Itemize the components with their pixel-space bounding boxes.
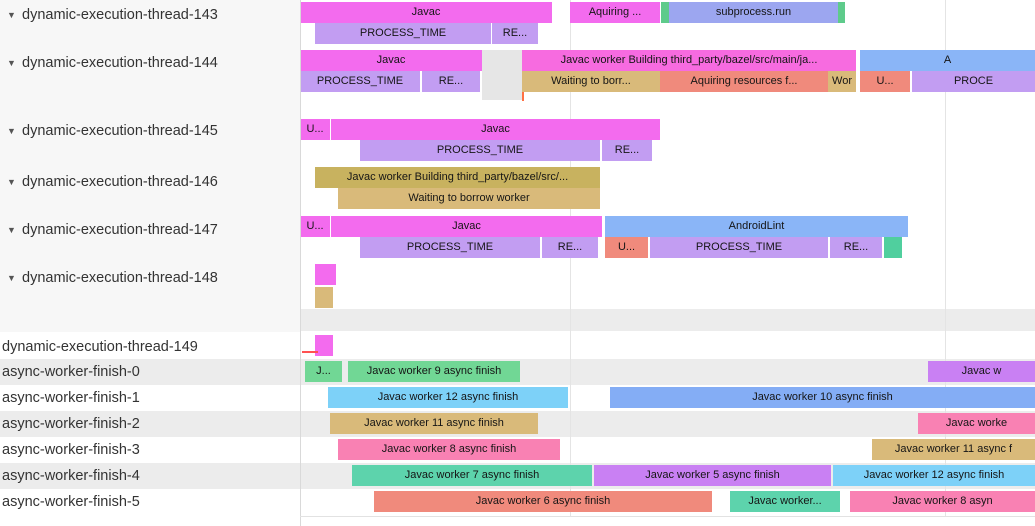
timeline-slice[interactable]: Javac worker 11 async finish: [330, 413, 538, 434]
track-label-async-worker-finish-3[interactable]: async-worker-finish-3: [0, 440, 300, 460]
track-name: dynamic-execution-thread-145: [22, 123, 218, 139]
expand-arrow-icon[interactable]: ▼: [7, 126, 16, 136]
timeline-slice[interactable]: J...: [305, 361, 342, 382]
timeline-slice[interactable]: subprocess.run: [669, 2, 838, 23]
timeline-slice[interactable]: [884, 237, 902, 258]
timeline-slice[interactable]: Wor: [828, 71, 856, 92]
track-label-dynamic-execution-thread-143[interactable]: ▼ dynamic-execution-thread-143: [0, 5, 298, 25]
expand-arrow-icon[interactable]: ▼: [7, 10, 16, 20]
timeline-slice[interactable]: U...: [605, 237, 648, 258]
track-name: dynamic-execution-thread-143: [22, 7, 218, 23]
timeline-slice[interactable]: Javac worke: [918, 413, 1035, 434]
track-label-async-worker-finish-4[interactable]: async-worker-finish-4: [0, 466, 300, 486]
timeline-slice[interactable]: AndroidLint: [605, 216, 908, 237]
track-label-async-worker-finish-0[interactable]: async-worker-finish-0: [0, 362, 300, 382]
idle-region: [482, 50, 522, 100]
timeline-slice[interactable]: Waiting to borr...: [522, 71, 660, 92]
timeline-slice[interactable]: PROCESS_TIME: [300, 71, 420, 92]
expand-arrow-icon[interactable]: ▼: [7, 177, 16, 187]
expand-arrow-icon[interactable]: ▼: [7, 58, 16, 68]
time-gridline: [570, 0, 571, 516]
timeline-slice[interactable]: Javac worker 8 async finish: [338, 439, 560, 460]
timeline-slice[interactable]: PROCESS_TIME: [650, 237, 828, 258]
track-name: async-worker-finish-3: [2, 442, 140, 458]
timeline-slice[interactable]: Javac w: [928, 361, 1035, 382]
timeline-slice[interactable]: RE...: [602, 140, 652, 161]
timeline-slice[interactable]: U...: [860, 71, 910, 92]
timeline-slice[interactable]: Javac worker Building third_party/bazel/…: [315, 167, 600, 188]
expand-arrow-icon[interactable]: ▼: [7, 225, 16, 235]
track-label-async-worker-finish-2[interactable]: async-worker-finish-2: [0, 414, 300, 434]
track-name: dynamic-execution-thread-144: [22, 55, 218, 71]
timeline-slice[interactable]: [315, 287, 333, 308]
track-name: dynamic-execution-thread-147: [22, 222, 218, 238]
timeline-slice[interactable]: Javac worker 11 async f: [872, 439, 1035, 460]
track-label-dynamic-execution-thread-145[interactable]: ▼ dynamic-execution-thread-145: [0, 121, 298, 141]
instant-marker: [522, 92, 524, 101]
sidebar-divider[interactable]: [300, 0, 301, 526]
timeline-slice[interactable]: [315, 335, 333, 356]
track-name-sidebar: [0, 0, 300, 332]
timeline-slice[interactable]: Javac: [331, 119, 660, 140]
expand-arrow-icon[interactable]: ▼: [7, 273, 16, 283]
time-gridline: [945, 0, 946, 516]
track-label-async-worker-finish-5[interactable]: async-worker-finish-5: [0, 492, 300, 512]
track-name: async-worker-finish-1: [2, 390, 140, 406]
timeline-slice[interactable]: U...: [300, 216, 330, 237]
track-label-dynamic-execution-thread-148[interactable]: ▼ dynamic-execution-thread-148: [0, 268, 298, 288]
timeline-slice[interactable]: [838, 2, 845, 23]
timeline-slice[interactable]: Javac: [331, 216, 602, 237]
timeline-slice[interactable]: Javac worker 8 asyn: [850, 491, 1035, 512]
track-name: async-worker-finish-4: [2, 468, 140, 484]
timeline-slice[interactable]: RE...: [492, 23, 538, 44]
timeline-slice[interactable]: Javac worker Building third_party/bazel/…: [522, 50, 856, 71]
track-label-dynamic-execution-thread-144[interactable]: ▼ dynamic-execution-thread-144: [0, 53, 298, 73]
timeline-slice[interactable]: U...: [300, 119, 330, 140]
track-name: dynamic-execution-thread-149: [2, 339, 198, 355]
timeline-slice[interactable]: A: [860, 50, 1035, 71]
row-stripe: [300, 309, 1035, 331]
track-label-dynamic-execution-thread-149[interactable]: dynamic-execution-thread-149: [0, 337, 300, 357]
track-name: dynamic-execution-thread-148: [22, 270, 218, 286]
timeline-slice[interactable]: Javac worker 12 async finish: [328, 387, 568, 408]
timeline-slice[interactable]: Javac worker 12 async finish: [833, 465, 1035, 486]
timeline-slice[interactable]: RE...: [542, 237, 598, 258]
track-name: async-worker-finish-0: [2, 364, 140, 380]
timeline-slice[interactable]: [661, 2, 669, 23]
timeline-slice[interactable]: PROCE: [912, 71, 1035, 92]
timeline-slice[interactable]: PROCESS_TIME: [360, 140, 600, 161]
timeline-slice[interactable]: PROCESS_TIME: [315, 23, 491, 44]
track-label-dynamic-execution-thread-146[interactable]: ▼ dynamic-execution-thread-146: [0, 172, 298, 192]
timeline-slice[interactable]: Waiting to borrow worker: [338, 188, 600, 209]
timeline-slice[interactable]: [315, 264, 336, 285]
track-label-async-worker-finish-1[interactable]: async-worker-finish-1: [0, 388, 300, 408]
timeline-slice[interactable]: Aquiring ...: [570, 2, 660, 23]
track-name: async-worker-finish-2: [2, 416, 140, 432]
timeline-slice[interactable]: Javac: [300, 2, 552, 23]
timeline-slice[interactable]: Javac worker...: [730, 491, 840, 512]
timeline-slice[interactable]: Javac: [300, 50, 482, 71]
track-label-dynamic-execution-thread-147[interactable]: ▼ dynamic-execution-thread-147: [0, 220, 298, 240]
bottom-separator: [300, 516, 1035, 517]
timeline-slice[interactable]: RE...: [422, 71, 480, 92]
timeline-slice[interactable]: Javac worker 7 async finish: [352, 465, 592, 486]
timeline-slice[interactable]: Javac worker 10 async finish: [610, 387, 1035, 408]
timeline-slice[interactable]: RE...: [830, 237, 882, 258]
timeline-slice[interactable]: PROCESS_TIME: [360, 237, 540, 258]
timeline-slice[interactable]: Javac worker 6 async finish: [374, 491, 712, 512]
timeline-slice[interactable]: Javac worker 9 async finish: [348, 361, 520, 382]
track-name: dynamic-execution-thread-146: [22, 174, 218, 190]
timeline-slice[interactable]: Aquiring resources f...: [660, 71, 828, 92]
timeline-slice[interactable]: Javac worker 5 async finish: [594, 465, 831, 486]
instant-marker: [302, 351, 318, 353]
track-name: async-worker-finish-5: [2, 494, 140, 510]
